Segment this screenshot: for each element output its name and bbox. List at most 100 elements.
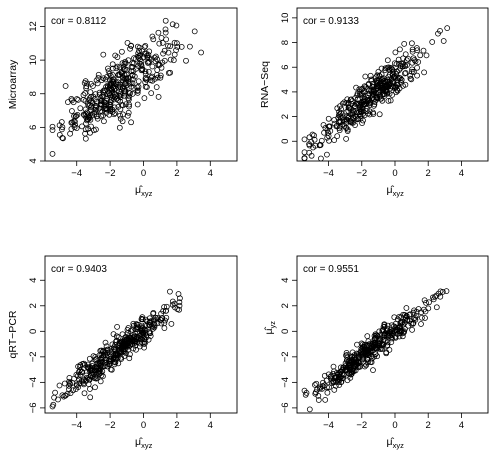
data-point (396, 60, 402, 67)
data-point (100, 112, 106, 119)
data-point (115, 81, 122, 88)
data-point (88, 123, 94, 130)
data-point (65, 99, 71, 105)
data-point (118, 356, 125, 362)
data-point (383, 82, 389, 88)
data-point (397, 46, 403, 53)
data-point (163, 36, 169, 43)
data-point (144, 54, 151, 61)
data-point (122, 81, 128, 87)
data-point (98, 359, 104, 366)
data-point (398, 328, 405, 335)
data-point (338, 109, 344, 116)
data-point (155, 62, 162, 68)
data-point (331, 368, 337, 375)
data-point (366, 90, 373, 97)
data-point (169, 21, 176, 28)
data-point (391, 323, 397, 330)
data-point (412, 316, 419, 323)
data-point (417, 52, 424, 59)
data-point (402, 51, 409, 58)
data-point (59, 392, 66, 399)
data-point (148, 90, 155, 96)
x-tick-label: 4 (459, 420, 464, 431)
y-tick-label: −2 (280, 351, 291, 362)
data-point (142, 43, 149, 49)
data-point (128, 42, 134, 49)
points-rna-seq (301, 25, 451, 162)
data-point (378, 71, 385, 78)
data-point (402, 70, 408, 77)
data-point (425, 305, 432, 312)
data-point (378, 65, 385, 72)
data-point (108, 86, 114, 93)
data-point (94, 113, 100, 120)
data-point (321, 372, 328, 379)
data-point (146, 48, 153, 55)
x-tick-label: −2 (105, 168, 116, 179)
data-point (119, 331, 126, 338)
data-point (107, 366, 114, 373)
data-point (73, 386, 79, 392)
data-point (60, 135, 66, 142)
data-point (175, 291, 182, 297)
data-point (338, 368, 344, 375)
data-point (343, 136, 349, 142)
data-point (405, 55, 411, 62)
data-point (134, 339, 140, 346)
x-tick-label: −4 (71, 420, 82, 431)
x-axis-label-sub: xyz (141, 441, 153, 450)
data-point (109, 77, 116, 84)
data-point (401, 41, 408, 47)
data-point (423, 300, 429, 306)
data-point (334, 133, 341, 139)
x-axis-label-sub: xyz (393, 441, 405, 450)
data-point (370, 367, 376, 373)
data-point (102, 339, 109, 346)
data-point (141, 44, 148, 50)
data-point (73, 125, 80, 131)
data-point (301, 136, 308, 143)
data-point (127, 90, 133, 97)
data-point (138, 315, 145, 322)
data-point (198, 49, 204, 56)
x-tick-label: 0 (392, 420, 397, 431)
data-point (167, 43, 173, 50)
data-point (161, 304, 167, 310)
data-point (134, 88, 141, 94)
data-point (409, 68, 415, 75)
correlation-annotation: cor = 0.9551 (303, 264, 359, 275)
data-point (402, 70, 409, 76)
data-point (102, 351, 108, 358)
points-microarray (49, 17, 204, 157)
data-point (395, 56, 402, 63)
data-point (125, 333, 132, 340)
data-point (93, 103, 100, 110)
y-tick-label: 4 (28, 158, 39, 163)
data-point (137, 340, 144, 347)
data-point (154, 67, 161, 73)
data-point (127, 80, 134, 87)
data-point (340, 375, 346, 381)
data-point (49, 403, 56, 410)
data-point (49, 151, 56, 157)
data-point (380, 324, 387, 330)
data-point (381, 78, 388, 84)
data-point (153, 53, 159, 60)
y-axis-label: RNA−Seq (259, 61, 271, 108)
data-point (174, 40, 180, 46)
data-point (69, 108, 75, 114)
data-point (95, 71, 102, 78)
data-point (368, 359, 375, 366)
data-point (376, 328, 383, 335)
data-point (135, 322, 142, 328)
data-point (402, 81, 409, 88)
data-point (92, 384, 98, 391)
data-point (341, 123, 348, 129)
data-point (152, 76, 158, 82)
data-point (82, 130, 88, 137)
data-point (335, 379, 342, 385)
data-point (386, 90, 393, 97)
data-point (115, 97, 121, 103)
data-point (380, 337, 387, 343)
